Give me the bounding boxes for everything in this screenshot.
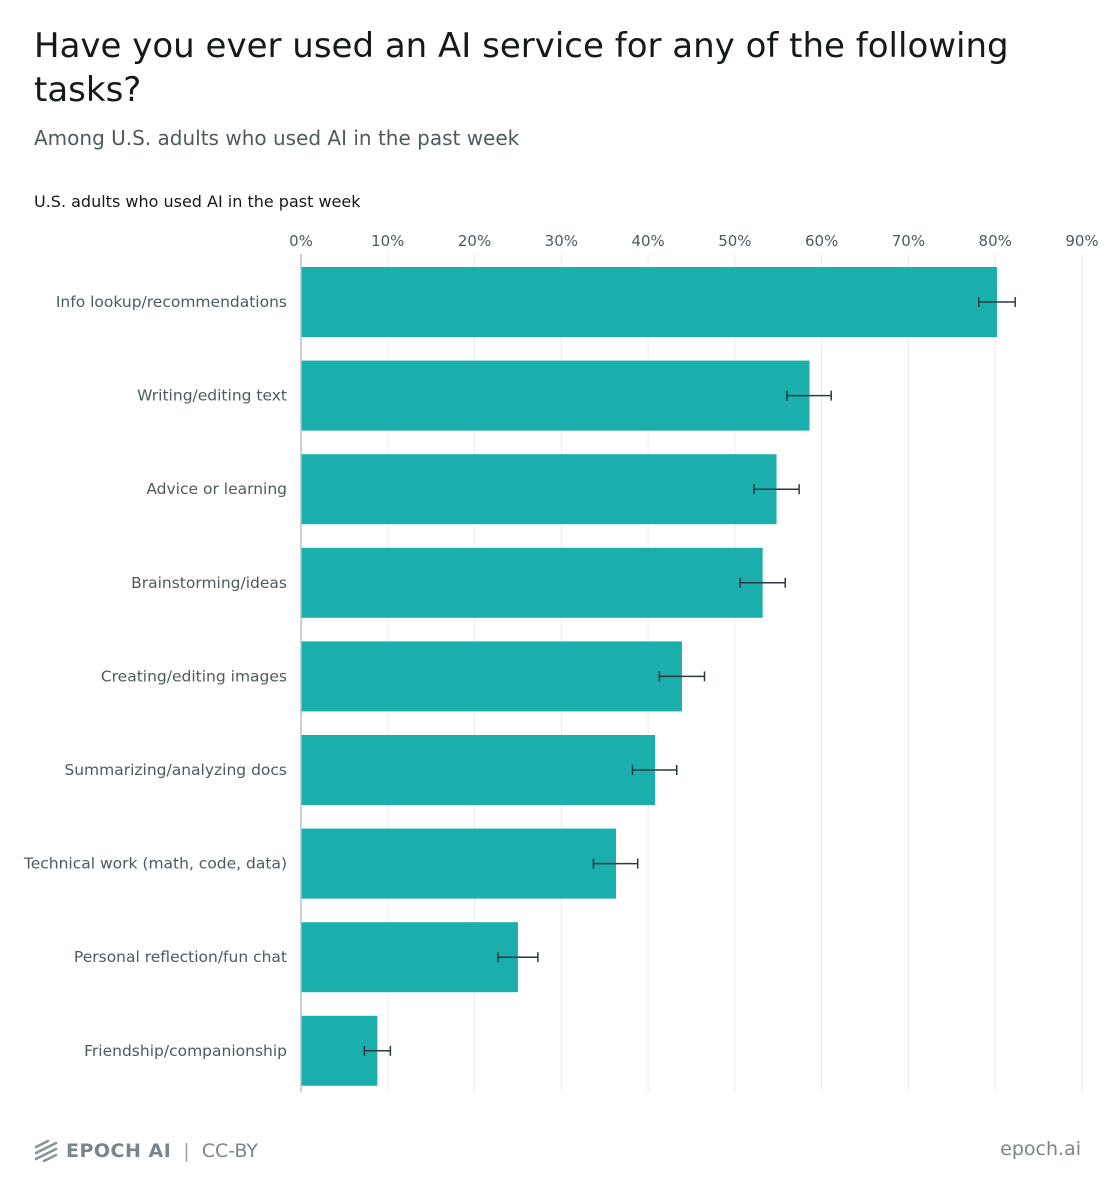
bars: [301, 267, 997, 1086]
chart-title: Have you ever used an AI service for any…: [34, 26, 1009, 110]
category-label: Info lookup/recommendations: [56, 293, 287, 311]
x-tick-label: 0%: [289, 232, 313, 250]
x-tick-label: 10%: [371, 232, 404, 250]
license-label: CC-BY: [201, 1140, 259, 1162]
bar: [301, 360, 810, 431]
category-label: Brainstorming/ideas: [131, 574, 287, 592]
footer-separator: |: [183, 1140, 190, 1162]
error-bar: [786, 390, 832, 401]
bar: [301, 828, 617, 899]
error-bar: [753, 484, 800, 495]
x-axis-ticks: 0% 10% 20% 30% 40% 50% 60% 70% 80% 90%: [289, 232, 1099, 250]
error-bar: [739, 577, 786, 588]
x-tick-label: 50%: [718, 232, 751, 250]
category-labels: Info lookup/recommendations Writing/editi…: [23, 293, 287, 1060]
error-bar: [631, 765, 678, 775]
footer-site-link[interactable]: epoch.ai: [1000, 1138, 1081, 1160]
x-tick-label: 30%: [545, 232, 578, 250]
x-tick-label: 20%: [458, 232, 491, 250]
chart-subtitle: Among U.S. adults who used AI in the pas…: [34, 126, 520, 150]
bar: [301, 267, 997, 337]
brand-name: EPOCH AI: [66, 1140, 172, 1162]
category-label: Friendship/companionship: [84, 1042, 287, 1060]
x-tick-label: 40%: [631, 232, 664, 250]
x-tick-label: 70%: [892, 232, 925, 250]
category-label: Advice or learning: [146, 480, 287, 498]
bar: [301, 454, 777, 525]
error-bar: [658, 671, 706, 682]
x-tick-label: 90%: [1065, 232, 1098, 250]
bar: [301, 641, 682, 712]
bar: [301, 547, 763, 618]
x-tick-label: 60%: [805, 232, 838, 250]
panel-label: U.S. adults who used AI in the past week: [34, 192, 361, 211]
bar: [301, 922, 518, 993]
category-label: Personal reflection/fun chat: [74, 948, 287, 966]
category-label: Technical work (math, code, data): [23, 855, 287, 873]
category-label: Summarizing/analyzing docs: [64, 761, 287, 779]
error-bar: [497, 952, 539, 963]
error-bar: [363, 1045, 392, 1056]
x-tick-label: 80%: [979, 232, 1012, 250]
footer-brand: EPOCH AI | CC-BY: [34, 1136, 258, 1166]
category-label: Creating/editing images: [101, 667, 287, 685]
error-bar: [977, 297, 1016, 307]
bar: [301, 735, 656, 805]
epoch-logo-icon: [34, 1139, 58, 1163]
category-label: Writing/editing text: [137, 387, 287, 405]
error-bars: [363, 297, 1016, 1056]
error-bar: [592, 858, 639, 869]
